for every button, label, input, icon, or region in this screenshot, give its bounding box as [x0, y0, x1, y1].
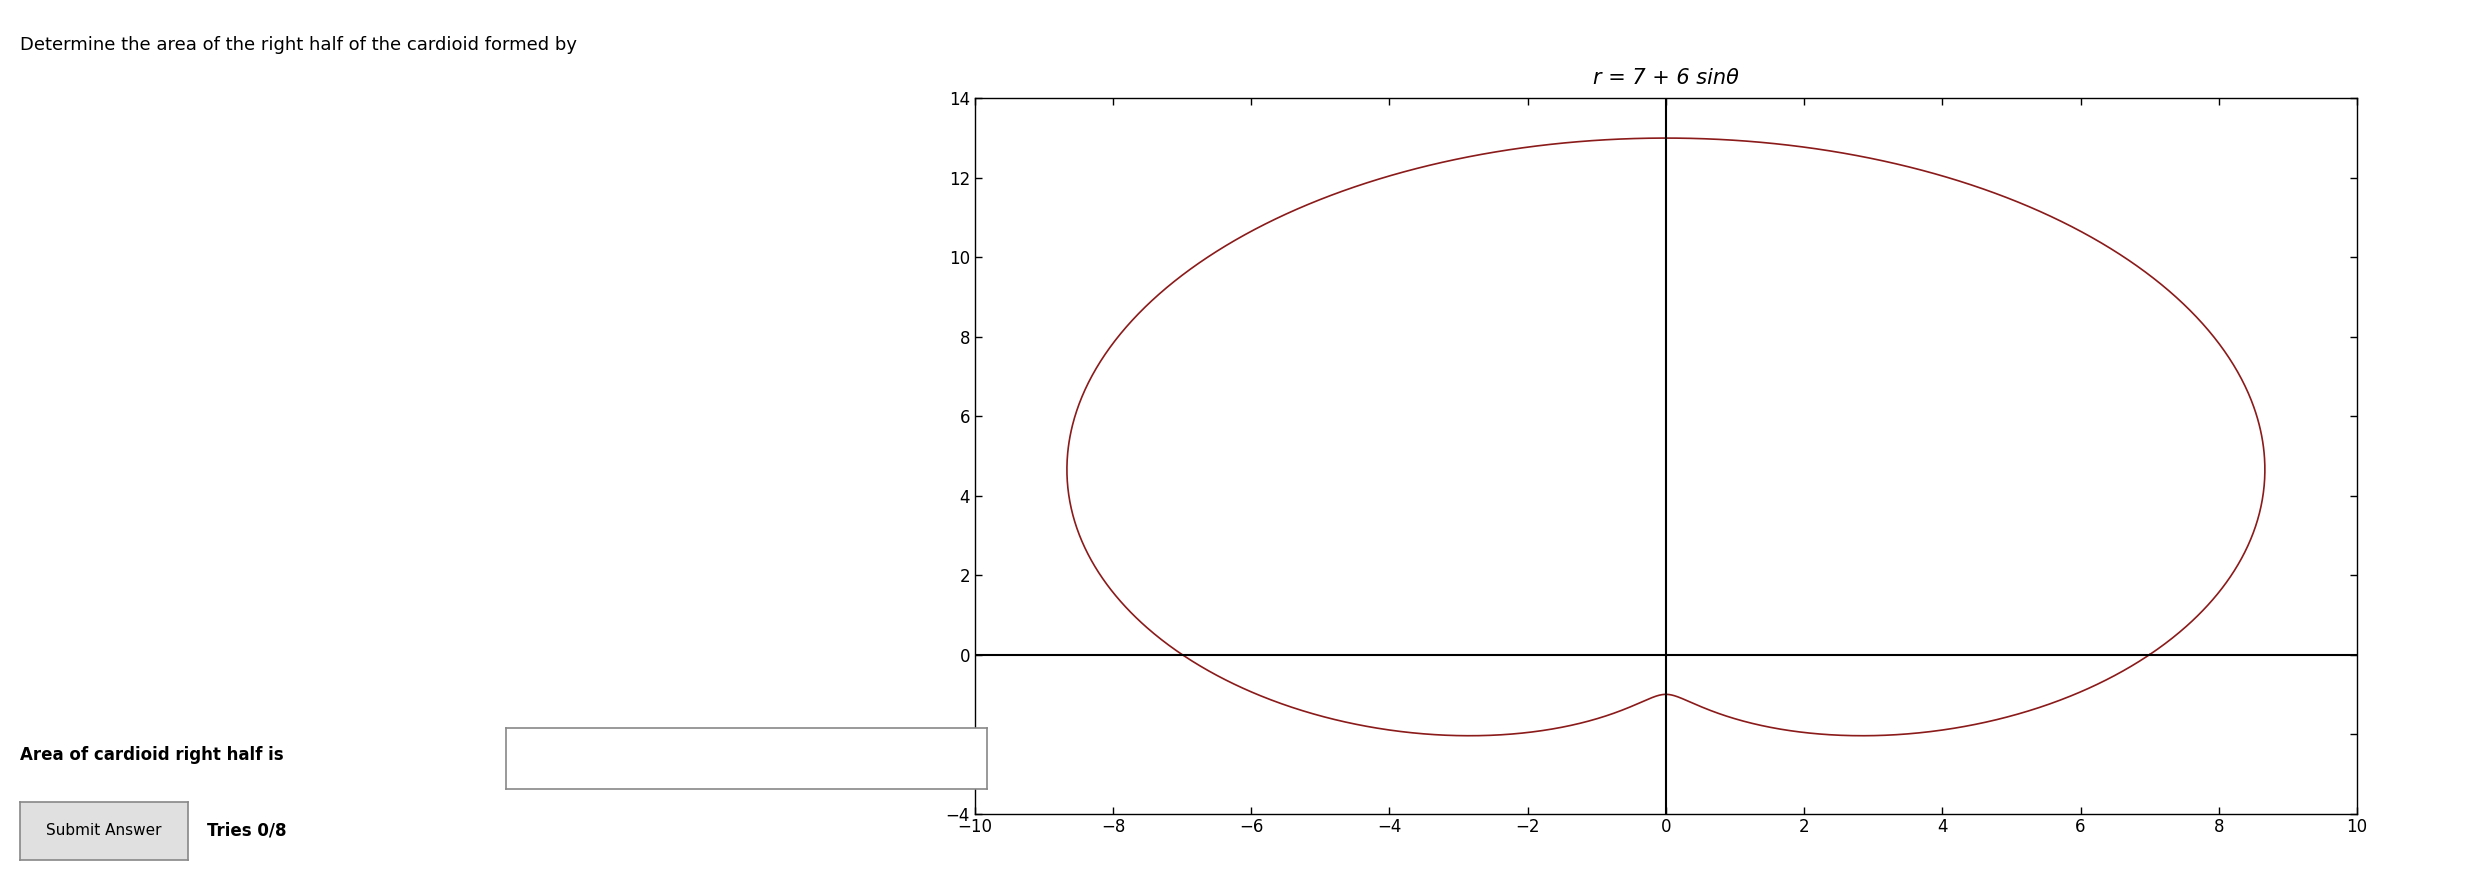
Text: Determine the area of the right half of the cardioid formed by: Determine the area of the right half of …	[20, 36, 578, 54]
Title: r = 7 + 6 sinθ: r = 7 + 6 sinθ	[1592, 69, 1740, 89]
Text: Tries 0/8: Tries 0/8	[207, 822, 286, 839]
Text: Area of cardioid right half is: Area of cardioid right half is	[20, 746, 284, 764]
Text: Submit Answer: Submit Answer	[47, 823, 160, 839]
